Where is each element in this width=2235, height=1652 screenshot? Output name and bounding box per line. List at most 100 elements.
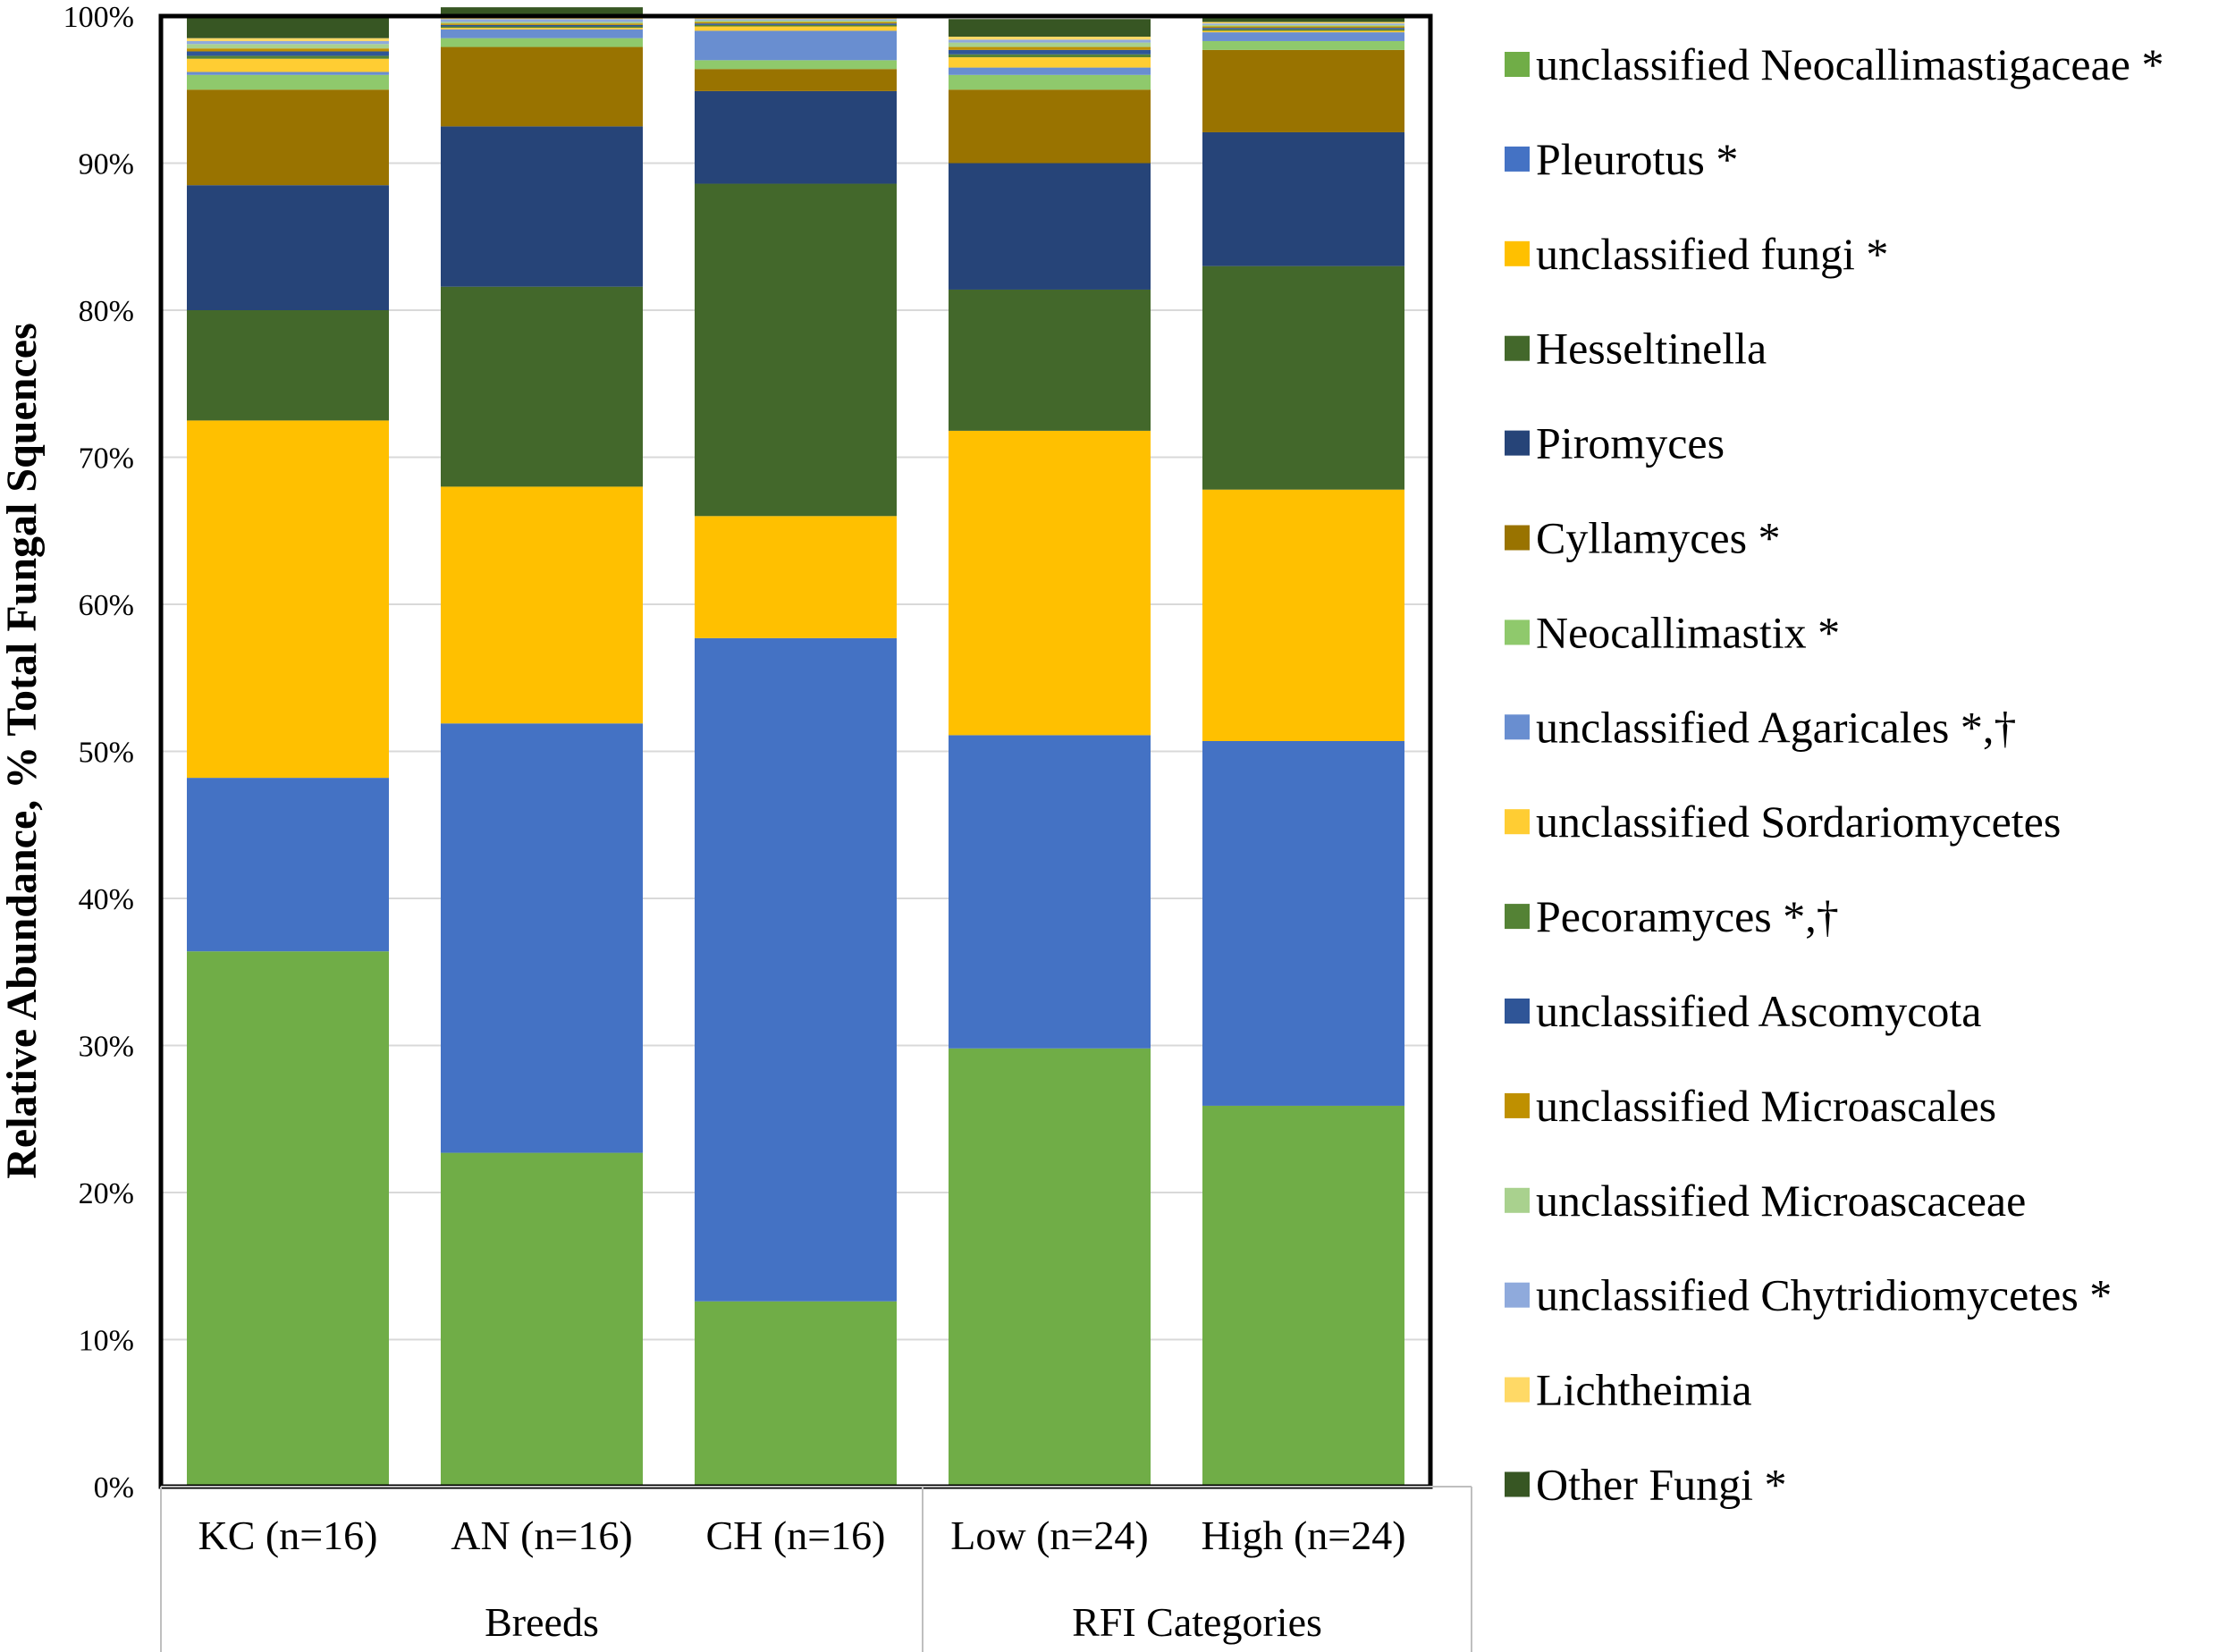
bar-segment [441,7,643,18]
group-label: Breeds [485,1599,599,1645]
bar-stack [441,7,643,1487]
legend-label: unclassified Chytridiomycetes * [1536,1270,2112,1320]
legend-swatch [1505,430,1530,456]
category-label: High (n=24) [1201,1513,1405,1558]
bar-segment [187,420,389,779]
bar-segment [441,1152,643,1487]
legend-item: unclassified Agaricales *,† [1505,702,2016,752]
legend-label: unclassified Ascomycota [1536,986,1982,1036]
bar-segment [695,60,897,70]
legend-swatch [1505,240,1530,266]
legend-label: Other Fungi * [1536,1460,1787,1510]
bar-segment [949,54,1151,58]
legend-swatch [1505,52,1530,77]
bar-segment [187,58,389,72]
legend-label: unclassified Neocallimastigaceae * [1536,39,2163,89]
legend-label: Piromyces [1536,418,1725,468]
bar-segment [949,46,1151,50]
bar-segment [695,1301,897,1487]
bar-segment [949,163,1151,290]
bar-segment [1202,23,1404,25]
bar-segment [441,286,643,487]
bar-segment [187,89,389,186]
bar-segment [441,24,643,27]
legend-swatch [1505,1282,1530,1308]
bar-segment [441,126,643,287]
bar-segment [1202,740,1404,1106]
legend-item: Neocallimastix * [1505,607,1840,657]
bar-segment [695,69,897,91]
legend-label: Pleurotus * [1536,134,1738,184]
bar-segment [949,37,1151,40]
bar-segment [949,289,1151,431]
bar-segment [949,74,1151,90]
legend-item: Lichtheimia [1505,1365,1752,1415]
y-tick-label: 30% [79,1031,134,1064]
legend-label: Pecoramyces *,† [1536,891,1839,941]
bar-segment [695,23,897,25]
legend-swatch [1505,809,1530,835]
bar-segment [441,46,643,127]
legend-item: unclassified Microascales [1505,1081,1996,1131]
bar-segment [695,183,897,517]
bar-segment [187,38,389,41]
y-tick-label: 40% [79,883,134,916]
category-label: Low (n=24) [950,1513,1148,1558]
legend-item: unclassified Chytridiomycetes * [1505,1270,2112,1320]
bar-segment [949,49,1151,55]
legend-swatch [1505,620,1530,645]
bar-segment [695,90,897,184]
group-labels: Breeds RFI Categories [485,1599,1322,1645]
bar-stack [695,16,897,1487]
bar-segment [187,44,389,49]
legend-item: unclassified fungi * [1505,229,1888,279]
legend-item: Piromyces [1505,418,1725,468]
bar-segment [441,29,643,38]
legend-label: Lichtheimia [1536,1365,1752,1415]
bar-segment [695,19,897,21]
legend-label: Hesseltinella [1536,324,1767,374]
bar-stack [949,19,1151,1487]
bar-segment [949,430,1151,736]
bar-segment [1202,32,1404,41]
bar-segment [187,16,389,38]
legend-swatch [1505,714,1530,740]
bar-segment [441,23,643,25]
legend-swatch [1505,1377,1530,1403]
legend-label: unclassified Agaricales *,† [1536,702,2016,752]
bar-segment [1202,131,1404,266]
bar-segment [187,55,389,59]
legend-swatch [1505,146,1530,172]
bar-segment [1202,21,1404,24]
legend-item: unclassified Neocallimastigaceae * [1505,39,2163,89]
category-label: AN (n=16) [451,1513,633,1558]
legend-label: unclassified Microascaceae [1536,1176,2026,1226]
bar-segment [187,51,389,56]
group-label: RFI Categories [1072,1599,1322,1645]
bar-segment [695,20,897,22]
bar-segment [441,21,643,24]
bar-segment [1202,30,1404,33]
legend-item: Pecoramyces *,† [1505,891,1839,941]
bar-segment [695,21,897,24]
bar-segment [1202,24,1404,27]
bar-segment [1202,26,1404,29]
y-tick-label: 60% [79,589,134,622]
bar-segment [695,30,897,61]
legend-swatch [1505,1187,1530,1213]
y-tick-label: 90% [79,148,134,181]
bar-segment [949,57,1151,68]
legend-item: Cyllamyces * [1505,513,1781,563]
legend-label: unclassified fungi * [1536,229,1888,279]
bar-segment [187,310,389,421]
y-tick-label: 50% [79,737,134,770]
category-axis-frame [160,1486,1472,1652]
legend-swatch [1505,335,1530,361]
bar-segment [949,19,1151,38]
legend-swatch [1505,1092,1530,1118]
legend-item: unclassified Microascaceae [1505,1176,2026,1226]
bar-segment [187,40,389,45]
category-label: KC (n=16) [198,1513,378,1558]
legend-item: unclassified Ascomycota [1505,986,1982,1036]
